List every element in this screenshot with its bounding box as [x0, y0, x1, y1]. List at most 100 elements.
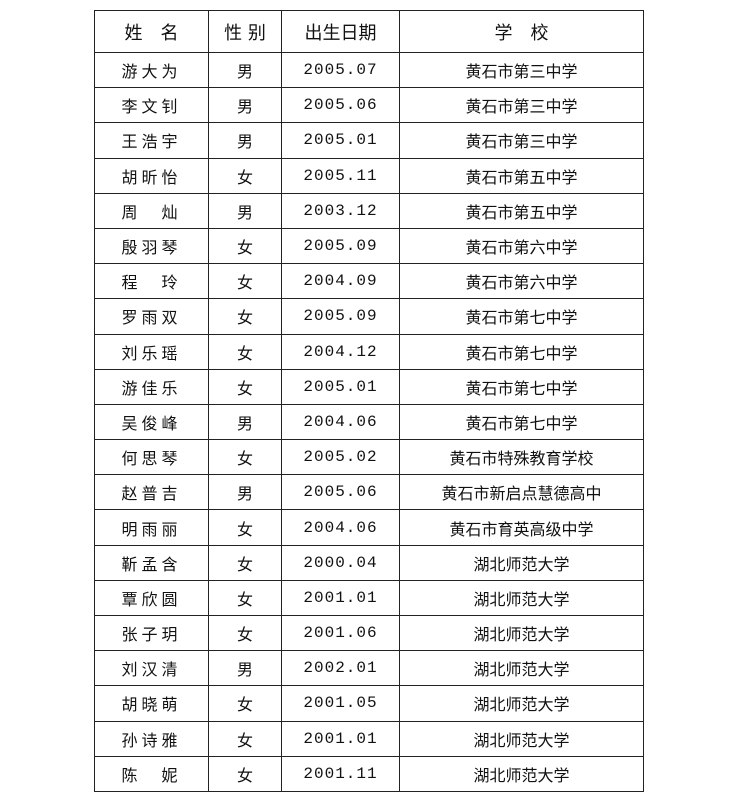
birthdate-cell: 2005.09: [281, 298, 400, 335]
name-cell: 李文钊: [94, 87, 209, 124]
birthdate-cell: 2002.01: [281, 650, 400, 687]
table-row: 吴俊峰男 2004.06 黄石市第七中学: [94, 403, 644, 441]
birthdate-cell: 2004.09: [281, 263, 400, 300]
gender-cell: 女: [208, 755, 282, 792]
birthdate-cell: 2004.06: [281, 509, 400, 546]
gender-cell: 女: [208, 263, 282, 300]
gender-cell: 女: [208, 227, 282, 265]
gender-cell: 女: [208, 720, 282, 757]
birthdate-cell: 2001.06: [281, 614, 400, 652]
gender-cell: 女: [208, 368, 282, 405]
table-row: 刘汉清男 2002.01 湖北师范大学: [94, 650, 644, 687]
birthdate-cell: 2005.01: [281, 368, 400, 405]
school-cell: 黄石市第三中学: [399, 87, 644, 124]
name-cell: 靳孟含: [94, 544, 209, 581]
table-row: 李文钊男 2005.06 黄石市第三中学: [94, 87, 644, 124]
name-cell: 游大为: [94, 51, 209, 89]
gender-cell: 女: [208, 333, 282, 370]
school-cell: 湖北师范大学: [399, 755, 644, 792]
name-cell: 张子玥: [94, 614, 209, 652]
school-cell: 黄石市育英高级中学: [399, 509, 644, 546]
name-cell: 胡晓萌: [94, 685, 209, 722]
name-cell: 覃欣圆: [94, 579, 209, 617]
birthdate-cell: 2004.12: [281, 333, 400, 370]
school-cell: 黄石市特殊教育学校: [399, 439, 644, 476]
name-cell: 刘汉清: [94, 650, 209, 687]
table-row: 靳孟含女 2000.04 湖北师范大学: [94, 544, 644, 581]
header-row: 姓 名 性 别 出生日期 学 校: [94, 10, 644, 53]
gender-cell: 女: [208, 579, 282, 617]
school-cell: 黄石市第六中学: [399, 227, 644, 265]
table-row: 程 玲女 2004.09 黄石市第六中学: [94, 263, 644, 300]
name-cell: 殷羽琴: [94, 227, 209, 265]
gender-cell: 男: [208, 122, 282, 159]
gender-cell: 男: [208, 403, 282, 441]
gender-cell: 女: [208, 509, 282, 546]
gender-cell: 女: [208, 685, 282, 722]
birthdate-cell: 2005.11: [281, 157, 400, 194]
gender-cell: 男: [208, 474, 282, 511]
birthdate-cell: 2005.01: [281, 122, 400, 159]
table-row: 殷羽琴女 2005.09 黄石市第六中学: [94, 227, 644, 265]
name-cell: 程 玲: [94, 263, 209, 300]
table-row: 罗雨双女 2005.09 黄石市第七中学: [94, 298, 644, 335]
table-row: 刘乐瑶女 2004.12 黄石市第七中学: [94, 333, 644, 370]
gender-cell: 男: [208, 87, 282, 124]
name-cell: 吴俊峰: [94, 403, 209, 441]
school-cell: 黄石市第七中学: [399, 368, 644, 405]
school-cell: 湖北师范大学: [399, 685, 644, 722]
gender-cell: 女: [208, 439, 282, 476]
table-row: 陈 妮女 2001.11 湖北师范大学: [94, 755, 644, 792]
table-row: 明雨丽女 2004.06 黄石市育英高级中学: [94, 509, 644, 546]
school-cell: 黄石市第七中学: [399, 403, 644, 441]
name-cell: 周 灿: [94, 192, 209, 229]
gender-cell: 男: [208, 192, 282, 229]
table-row: 胡昕怡女 2005.11 黄石市第五中学: [94, 157, 644, 194]
header-school: 学 校: [399, 10, 644, 53]
name-cell: 明雨丽: [94, 509, 209, 546]
birthdate-cell: 2001.05: [281, 685, 400, 722]
school-cell: 黄石市第三中学: [399, 122, 644, 159]
table-row: 张子玥女 2001.06 湖北师范大学: [94, 614, 644, 652]
table-row: 王浩宇男 2005.01 黄石市第三中学: [94, 122, 644, 159]
birthdate-cell: 2005.07: [281, 51, 400, 89]
birthdate-cell: 2001.11: [281, 755, 400, 792]
school-cell: 湖北师范大学: [399, 720, 644, 757]
gender-cell: 男: [208, 51, 282, 89]
birthdate-cell: 2004.06: [281, 403, 400, 441]
table-row: 赵普吉男 2005.06 黄石市新启点慧德高中: [94, 474, 644, 511]
name-cell: 胡昕怡: [94, 157, 209, 194]
student-table: 姓 名 性 别 出生日期 学 校 游大为男 2005.07 黄石市第三中学 李文钊男 2…: [94, 10, 644, 792]
table-row: 周 灿男 2003.12 黄石市第五中学: [94, 192, 644, 229]
header-name: 姓 名: [94, 10, 209, 53]
gender-cell: 女: [208, 298, 282, 335]
school-cell: 黄石市第六中学: [399, 263, 644, 300]
school-cell: 湖北师范大学: [399, 650, 644, 687]
header-birthdate: 出生日期: [281, 10, 400, 53]
birthdate-cell: 2005.09: [281, 227, 400, 265]
name-cell: 罗雨双: [94, 298, 209, 335]
school-cell: 黄石市第七中学: [399, 333, 644, 370]
name-cell: 刘乐瑶: [94, 333, 209, 370]
gender-cell: 女: [208, 614, 282, 652]
table-row: 胡晓萌女 2001.05 湖北师范大学: [94, 685, 644, 722]
birthdate-cell: 2000.04: [281, 544, 400, 581]
birthdate-cell: 2005.06: [281, 474, 400, 511]
gender-cell: 男: [208, 650, 282, 687]
table-row: 孙诗雅女 2001.01 湖北师范大学: [94, 720, 644, 757]
name-cell: 游佳乐: [94, 368, 209, 405]
school-cell: 湖北师范大学: [399, 614, 644, 652]
school-cell: 黄石市第三中学: [399, 51, 644, 89]
school-cell: 黄石市第五中学: [399, 192, 644, 229]
name-cell: 陈 妮: [94, 755, 209, 792]
birthdate-cell: 2003.12: [281, 192, 400, 229]
table-row: 游大为男 2005.07 黄石市第三中学: [94, 51, 644, 89]
birthdate-cell: 2001.01: [281, 720, 400, 757]
name-cell: 何思琴: [94, 439, 209, 476]
name-cell: 赵普吉: [94, 474, 209, 511]
name-cell: 王浩宇: [94, 122, 209, 159]
school-cell: 黄石市第五中学: [399, 157, 644, 194]
table-row: 覃欣圆女 2001.01 湖北师范大学: [94, 579, 644, 617]
birthdate-cell: 2005.06: [281, 87, 400, 124]
gender-cell: 女: [208, 157, 282, 194]
